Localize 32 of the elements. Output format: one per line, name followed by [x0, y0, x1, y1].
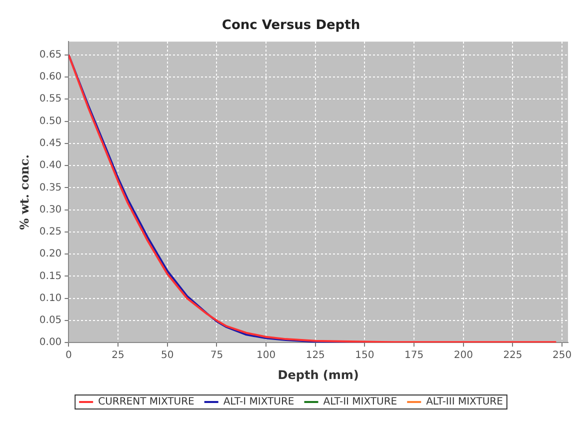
legend-label: ALT-II MIXTURE [323, 396, 398, 408]
x-tick-label: 200 [454, 350, 473, 362]
y-tick-label: 0.05 [39, 315, 62, 326]
y-tick-label: 0.30 [39, 204, 62, 216]
x-tick-label: 0 [65, 350, 72, 362]
y-tick-label: 0.10 [39, 292, 62, 304]
x-axis-title: Depth (mm) [278, 368, 359, 382]
legend-label: CURRENT MIXTURE [98, 396, 194, 408]
y-tick-label: 0.25 [39, 226, 62, 238]
x-tick-label: 150 [355, 350, 374, 362]
y-tick-label: 0.65 [39, 49, 62, 60]
y-tick-label: 0.35 [39, 182, 62, 194]
y-tick-label: 0.15 [39, 270, 62, 282]
x-tick-label: 75 [210, 350, 224, 362]
y-tick-label: 0.60 [39, 72, 62, 83]
y-tick-label: 0.55 [39, 94, 62, 105]
chart-title: Conc Versus Depth [222, 18, 360, 34]
x-tick-label: 175 [404, 350, 424, 362]
legend-label: ALT-III MIXTURE [426, 396, 503, 408]
x-tick-label: 225 [503, 350, 522, 362]
x-tick-label: 250 [552, 350, 572, 362]
legend-label: ALT-I MIXTURE [223, 396, 294, 408]
y-tick-label: 0.00 [39, 337, 62, 348]
y-axis-title: % wt. conc. [17, 154, 32, 230]
y-tick-label: 0.40 [39, 160, 62, 172]
x-tick-label: 25 [112, 350, 124, 362]
y-tick-label: 0.20 [39, 248, 62, 260]
y-tick-label: 0.50 [39, 116, 62, 127]
x-tick-label: 100 [256, 350, 276, 362]
y-tick-label: 0.45 [39, 138, 62, 150]
x-tick-label: 50 [160, 350, 174, 362]
x-tick-label: 125 [306, 350, 325, 362]
